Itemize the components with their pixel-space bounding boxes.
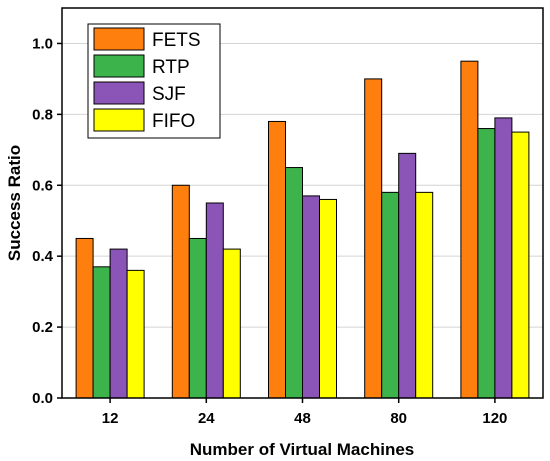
bar-sjf-80 — [398, 152, 417, 399]
bar-sjf-48 — [302, 195, 320, 399]
bar-fets-80 — [364, 78, 383, 399]
bar-sjf-24 — [205, 202, 224, 399]
y-tick-label: 0.8 — [32, 106, 53, 123]
legend-label-fets: FETS — [152, 30, 201, 51]
y-tick-label: 0.0 — [32, 390, 53, 407]
bar-fifo-24 — [222, 248, 241, 399]
bar-fifo-12 — [126, 269, 145, 399]
bar-fets-120 — [460, 60, 479, 399]
x-axis-ticks: 12 24 48 80 120 — [102, 398, 507, 427]
bar-rtp-24 — [188, 237, 207, 399]
legend-label-sjf: SJF — [152, 84, 186, 105]
y-tick-label: 0.2 — [32, 319, 53, 336]
legend: FETS RTP SJF FIFO — [87, 23, 221, 139]
legend-swatch-sjf — [93, 81, 145, 105]
bar-rtp-120 — [477, 128, 496, 399]
y-tick-label: 1.0 — [32, 35, 53, 52]
y-tick-label: 0.6 — [32, 177, 53, 194]
x-tick-label: 48 — [294, 410, 311, 427]
x-tick-label: 120 — [482, 410, 507, 427]
legend-swatch-fets — [93, 27, 145, 51]
x-tick-label: 24 — [198, 410, 215, 427]
bar-fifo-120 — [511, 131, 530, 399]
bar-rtp-80 — [381, 191, 400, 399]
legend-label-fifo: FIFO — [152, 111, 195, 132]
bar-fifo-48 — [319, 198, 337, 399]
bar-fifo-80 — [415, 191, 434, 399]
legend-swatch-fifo — [93, 108, 145, 132]
bar-sjf-120 — [494, 117, 513, 399]
bar-rtp-12 — [92, 266, 111, 399]
bar-fets-48 — [268, 120, 286, 399]
x-tick-label: 80 — [390, 410, 407, 427]
legend-swatch-rtp — [93, 54, 145, 78]
bar-fets-12 — [75, 237, 94, 399]
y-axis-title: Success Ratio — [5, 145, 24, 261]
legend-label-rtp: RTP — [152, 57, 190, 78]
bar-fets-24 — [171, 184, 190, 399]
bar-sjf-12 — [109, 248, 128, 399]
y-tick-label: 0.4 — [32, 248, 54, 265]
y-axis-ticks: 0.0 0.2 0.4 0.6 0.8 1.0 — [32, 35, 62, 407]
x-axis-title: Number of Virtual Machines — [190, 440, 415, 459]
x-tick-label: 12 — [102, 410, 119, 427]
bar-rtp-48 — [285, 167, 303, 399]
